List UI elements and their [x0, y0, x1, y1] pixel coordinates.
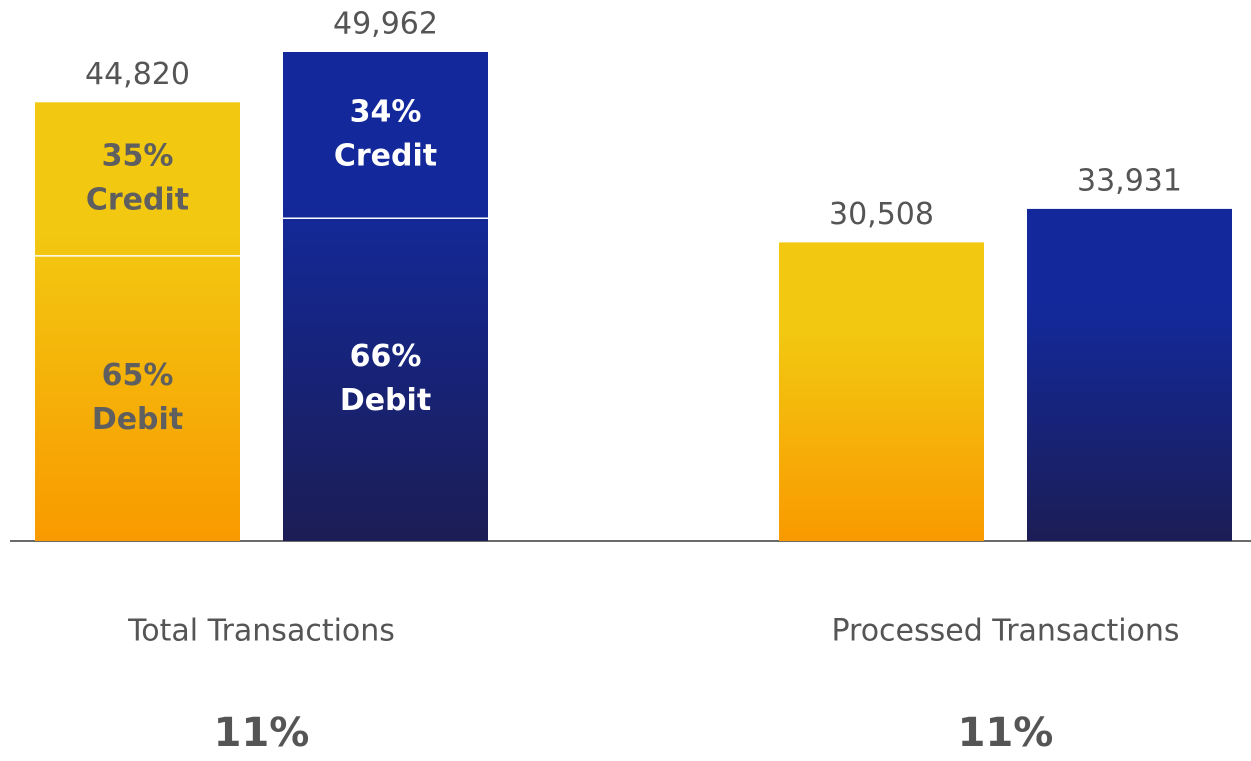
growth-label: 11% [214, 710, 310, 756]
segment-name: Credit [334, 139, 437, 174]
segment-percent: 35% [102, 139, 174, 174]
segment-name: Debit [92, 402, 183, 437]
segment-percent: 66% [350, 339, 422, 374]
bar [1027, 208, 1232, 542]
value-label: 44,820 [85, 57, 190, 92]
growth-label: 11% [958, 710, 1054, 756]
segment-percent: 34% [350, 95, 422, 130]
bar [283, 52, 488, 541]
segment [35, 256, 240, 541]
bar [779, 242, 984, 541]
category-label: Processed Transactions [831, 614, 1179, 649]
value-label: 49,962 [333, 7, 438, 42]
value-label: 30,508 [829, 197, 934, 232]
value-label: 33,931 [1077, 163, 1182, 198]
category-label: Total Transactions [127, 614, 395, 649]
segment-percent: 65% [102, 358, 174, 393]
segment [35, 102, 240, 256]
segment [283, 218, 488, 541]
segment-name: Debit [340, 383, 431, 418]
segment [283, 52, 488, 218]
bar [35, 102, 240, 541]
segment-name: Credit [86, 183, 189, 218]
